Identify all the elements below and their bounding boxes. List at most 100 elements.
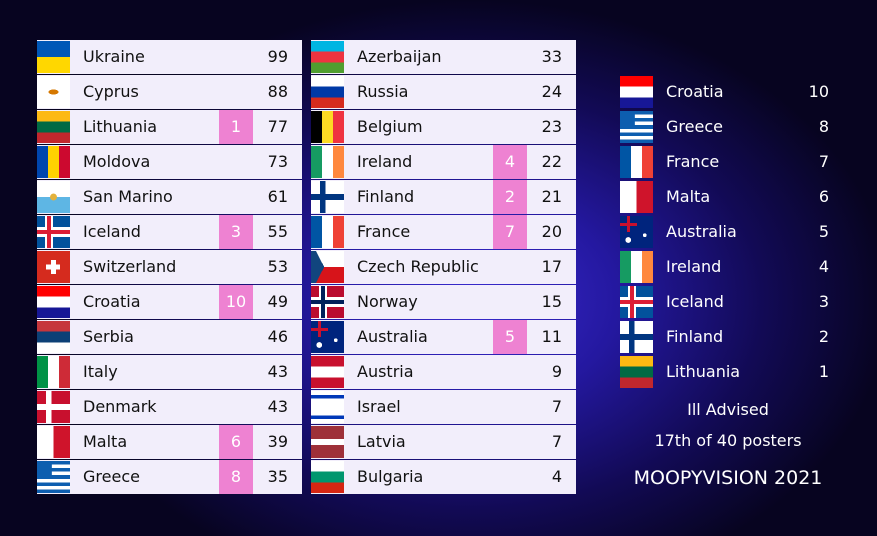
scoreboard-row: Czech Republic 17 (311, 250, 576, 284)
awarded-points: 4 (493, 145, 527, 179)
scoreboard-row: Russia 24 (311, 75, 576, 109)
country-name: Finland (666, 327, 724, 346)
total-score: 24 (541, 82, 562, 101)
flag (311, 321, 344, 353)
total-score: 49 (267, 292, 288, 311)
scoreboard-row: Italy 43 (37, 355, 302, 389)
scoreboard-row: Azerbaijan 33 (311, 40, 576, 74)
scoreboard-row: San Marino 61 (37, 180, 302, 214)
awarded-points: 3 (219, 215, 253, 249)
ranking-row: France 7 (620, 145, 835, 179)
scoreboard-row: Serbia 46 (37, 320, 302, 354)
flag (620, 181, 653, 213)
scoreboard-row: Ukraine 99 (37, 40, 302, 74)
country-name: Norway (357, 292, 418, 311)
flag (620, 356, 653, 388)
scoreboard-row: Latvia 7 (311, 425, 576, 459)
country-name: Ireland (666, 257, 722, 276)
flag (37, 321, 70, 353)
flag (37, 426, 70, 458)
country-name: Israel (357, 397, 401, 416)
country-name: Switzerland (83, 257, 177, 276)
flag (37, 216, 70, 248)
placing: 17th of 40 posters (654, 431, 802, 450)
flag (311, 251, 344, 283)
country-name: Moldova (83, 152, 151, 171)
ranking-row: Ireland 4 (620, 250, 835, 284)
country-name: Serbia (83, 327, 134, 346)
country-name: Russia (357, 82, 409, 101)
points: 3 (818, 292, 829, 311)
scoreboard-row: Israel 7 (311, 390, 576, 424)
ranking-row: Lithuania 1 (620, 355, 835, 389)
scoreboard-row: Iceland 3 55 (37, 215, 302, 249)
country-name: France (357, 222, 411, 241)
brand: MOOPYVISION 2021 (633, 467, 823, 489)
flag (37, 251, 70, 283)
country-name: Lithuania (83, 117, 158, 136)
total-score: 4 (551, 467, 562, 486)
country-name: Denmark (83, 397, 157, 416)
country-name: Croatia (666, 82, 724, 101)
total-score: 35 (267, 467, 288, 486)
flag (620, 111, 653, 143)
ranking-row: Malta 6 (620, 180, 835, 214)
flag (311, 111, 344, 143)
flag (311, 461, 344, 493)
flag (620, 146, 653, 178)
scoreboard-row: Belgium 23 (311, 110, 576, 144)
flag (311, 216, 344, 248)
points: 5 (818, 222, 829, 241)
scoreboard-row: Finland 2 21 (311, 180, 576, 214)
total-score: 22 (541, 152, 562, 171)
flag (311, 76, 344, 108)
total-score: 88 (267, 82, 288, 101)
flag (37, 76, 70, 108)
points: 6 (818, 187, 829, 206)
scoreboard-row: Ireland 4 22 (311, 145, 576, 179)
total-score: 33 (541, 47, 562, 66)
country-name: Austria (357, 362, 414, 381)
country-name: Croatia (83, 292, 141, 311)
country-name: Lithuania (666, 362, 741, 381)
scoreboard-row: Lithuania 1 77 (37, 110, 302, 144)
country-name: Iceland (83, 222, 141, 241)
total-score: 17 (541, 257, 562, 276)
total-score: 61 (267, 187, 288, 206)
scoreboard-row: Australia 5 11 (311, 320, 576, 354)
flag (37, 286, 70, 318)
flag (37, 111, 70, 143)
flag (620, 286, 653, 318)
ranking-row: Iceland 3 (620, 285, 835, 319)
country-name: San Marino (83, 187, 173, 206)
flag (620, 321, 653, 353)
country-name: Ireland (357, 152, 413, 171)
flag (37, 391, 70, 423)
flag (37, 181, 70, 213)
awarded-points: 8 (219, 460, 253, 494)
ranking-row: Australia 5 (620, 215, 835, 249)
country-name: Italy (83, 362, 118, 381)
awarded-points: 5 (493, 320, 527, 354)
total-score: 7 (551, 432, 562, 451)
scoreboard-row: Croatia 10 49 (37, 285, 302, 319)
scoreboard-row: France 7 20 (311, 215, 576, 249)
total-score: 43 (267, 362, 288, 381)
country-name: Greece (83, 467, 140, 486)
total-score: 55 (267, 222, 288, 241)
awarded-points: 10 (219, 285, 253, 319)
scoreboard-row: Greece 8 35 (37, 460, 302, 494)
country-name: Ukraine (83, 47, 145, 66)
total-score: 53 (267, 257, 288, 276)
ranking-row: Greece 8 (620, 110, 835, 144)
awarded-points: 2 (493, 180, 527, 214)
country-name: France (666, 152, 720, 171)
scoreboard-row: Moldova 73 (37, 145, 302, 179)
flag (311, 286, 344, 318)
country-name: Australia (357, 327, 428, 346)
country-name: Iceland (666, 292, 724, 311)
total-score: 46 (267, 327, 288, 346)
total-score: 20 (541, 222, 562, 241)
total-score: 39 (267, 432, 288, 451)
